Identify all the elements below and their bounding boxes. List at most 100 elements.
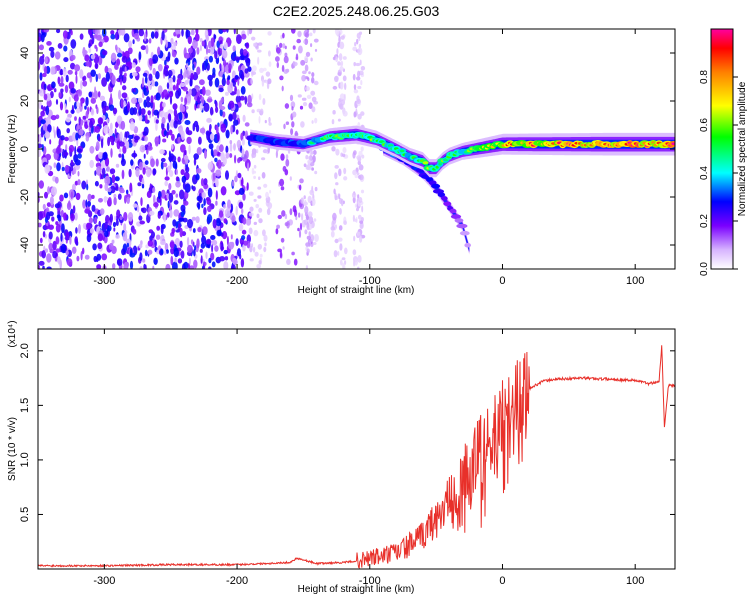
noise-speckle xyxy=(183,261,189,269)
noise-band-speckle xyxy=(294,130,298,138)
noise-speckle xyxy=(219,63,222,71)
noise-speckle xyxy=(184,69,190,78)
noise-speckle xyxy=(142,131,148,136)
noise-band-speckle xyxy=(342,153,346,158)
noise-band-speckle xyxy=(314,48,318,52)
noise-speckle xyxy=(184,155,189,165)
noise-speckle xyxy=(112,263,116,269)
noise-speckle xyxy=(173,108,178,117)
chart-title: C2E2.2025.248.06.25.G03 xyxy=(273,3,440,19)
noise-speckle xyxy=(94,180,99,187)
noise-speckle xyxy=(203,198,206,206)
noise-speckle xyxy=(168,155,174,162)
noise-speckle xyxy=(90,97,97,104)
noise-speckle xyxy=(88,91,93,98)
noise-speckle xyxy=(235,205,238,216)
noise-speckle xyxy=(186,96,191,104)
noise-band-speckle xyxy=(310,151,314,155)
noise-band-speckle xyxy=(337,251,340,256)
noise-speckle xyxy=(120,98,124,108)
noise-band-speckle xyxy=(257,243,262,250)
noise-speckle xyxy=(154,81,159,87)
noise-speckle xyxy=(218,87,224,93)
noise-band-speckle xyxy=(276,224,280,229)
noise-speckle xyxy=(105,71,110,82)
noise-speckle xyxy=(237,157,241,164)
noise-speckle xyxy=(46,41,52,46)
noise-band-speckle xyxy=(344,247,348,255)
noise-speckle xyxy=(122,85,127,91)
noise-band-speckle xyxy=(361,154,365,159)
noise-speckle xyxy=(185,166,190,173)
noise-band-speckle xyxy=(249,206,254,212)
noise-speckle xyxy=(214,77,220,88)
noise-speckle xyxy=(61,223,65,234)
noise-speckle xyxy=(152,54,159,64)
noise-speckle xyxy=(213,149,218,157)
noise-band-speckle xyxy=(301,213,304,221)
noise-speckle xyxy=(185,112,188,119)
noise-speckle xyxy=(210,148,214,157)
noise-speckle xyxy=(225,152,230,159)
noise-speckle xyxy=(206,118,212,123)
noise-band-speckle xyxy=(303,195,306,200)
noise-speckle xyxy=(145,101,151,108)
colorbar-tick-label: 0.4 xyxy=(699,166,710,180)
noise-band-speckle xyxy=(281,85,284,92)
noise-speckle xyxy=(196,238,200,249)
noise-speckle xyxy=(138,215,143,221)
noise-speckle xyxy=(139,220,145,225)
noise-band-speckle xyxy=(283,55,289,64)
noise-speckle xyxy=(242,48,248,56)
noise-speckle xyxy=(221,64,225,73)
noise-band-speckle xyxy=(299,105,304,110)
noise-speckle xyxy=(199,38,203,43)
noise-speckle xyxy=(39,72,43,81)
noise-speckle xyxy=(181,130,185,141)
noise-speckle xyxy=(139,161,143,171)
noise-speckle xyxy=(63,212,67,221)
noise-speckle xyxy=(176,77,182,85)
noise-band-speckle xyxy=(338,35,341,44)
noise-speckle xyxy=(75,192,81,201)
noise-speckle xyxy=(215,100,218,108)
noise-speckle xyxy=(167,69,173,77)
noise-band-speckle xyxy=(340,259,343,266)
noise-speckle xyxy=(72,205,76,214)
noise-speckle xyxy=(138,51,142,61)
noise-speckle xyxy=(207,214,213,223)
noise-speckle xyxy=(139,266,143,269)
noise-speckle xyxy=(234,85,238,95)
colorbar-tick-label: 0.0 xyxy=(699,262,710,276)
noise-band-speckle xyxy=(264,119,267,124)
noise-speckle xyxy=(40,119,46,125)
noise-speckle xyxy=(76,255,80,262)
noise-speckle xyxy=(82,199,86,209)
noise-speckle xyxy=(184,80,189,85)
noise-speckle xyxy=(97,73,101,80)
noise-speckle xyxy=(45,153,51,161)
noise-band-speckle xyxy=(289,208,293,216)
noise-speckle xyxy=(104,175,111,186)
noise-speckle xyxy=(167,165,171,173)
noise-speckle xyxy=(39,44,44,51)
noise-speckle xyxy=(172,219,177,227)
noise-band-speckle xyxy=(311,106,316,113)
noise-speckle xyxy=(146,86,149,93)
noise-band-speckle xyxy=(305,51,311,57)
noise-speckle xyxy=(74,180,79,186)
noise-speckle xyxy=(146,168,151,178)
noise-band-speckle xyxy=(331,220,335,228)
noise-speckle xyxy=(85,110,89,119)
noise-speckle xyxy=(39,88,45,97)
noise-speckle xyxy=(116,209,121,219)
noise-speckle xyxy=(168,150,171,158)
noise-speckle xyxy=(152,101,155,112)
noise-speckle xyxy=(92,243,97,251)
noise-speckle xyxy=(160,157,166,163)
noise-band-speckle xyxy=(251,152,257,158)
noise-band-speckle xyxy=(262,98,266,105)
noise-speckle xyxy=(117,47,120,53)
noise-band-speckle xyxy=(339,41,345,50)
noise-speckle xyxy=(247,29,250,36)
